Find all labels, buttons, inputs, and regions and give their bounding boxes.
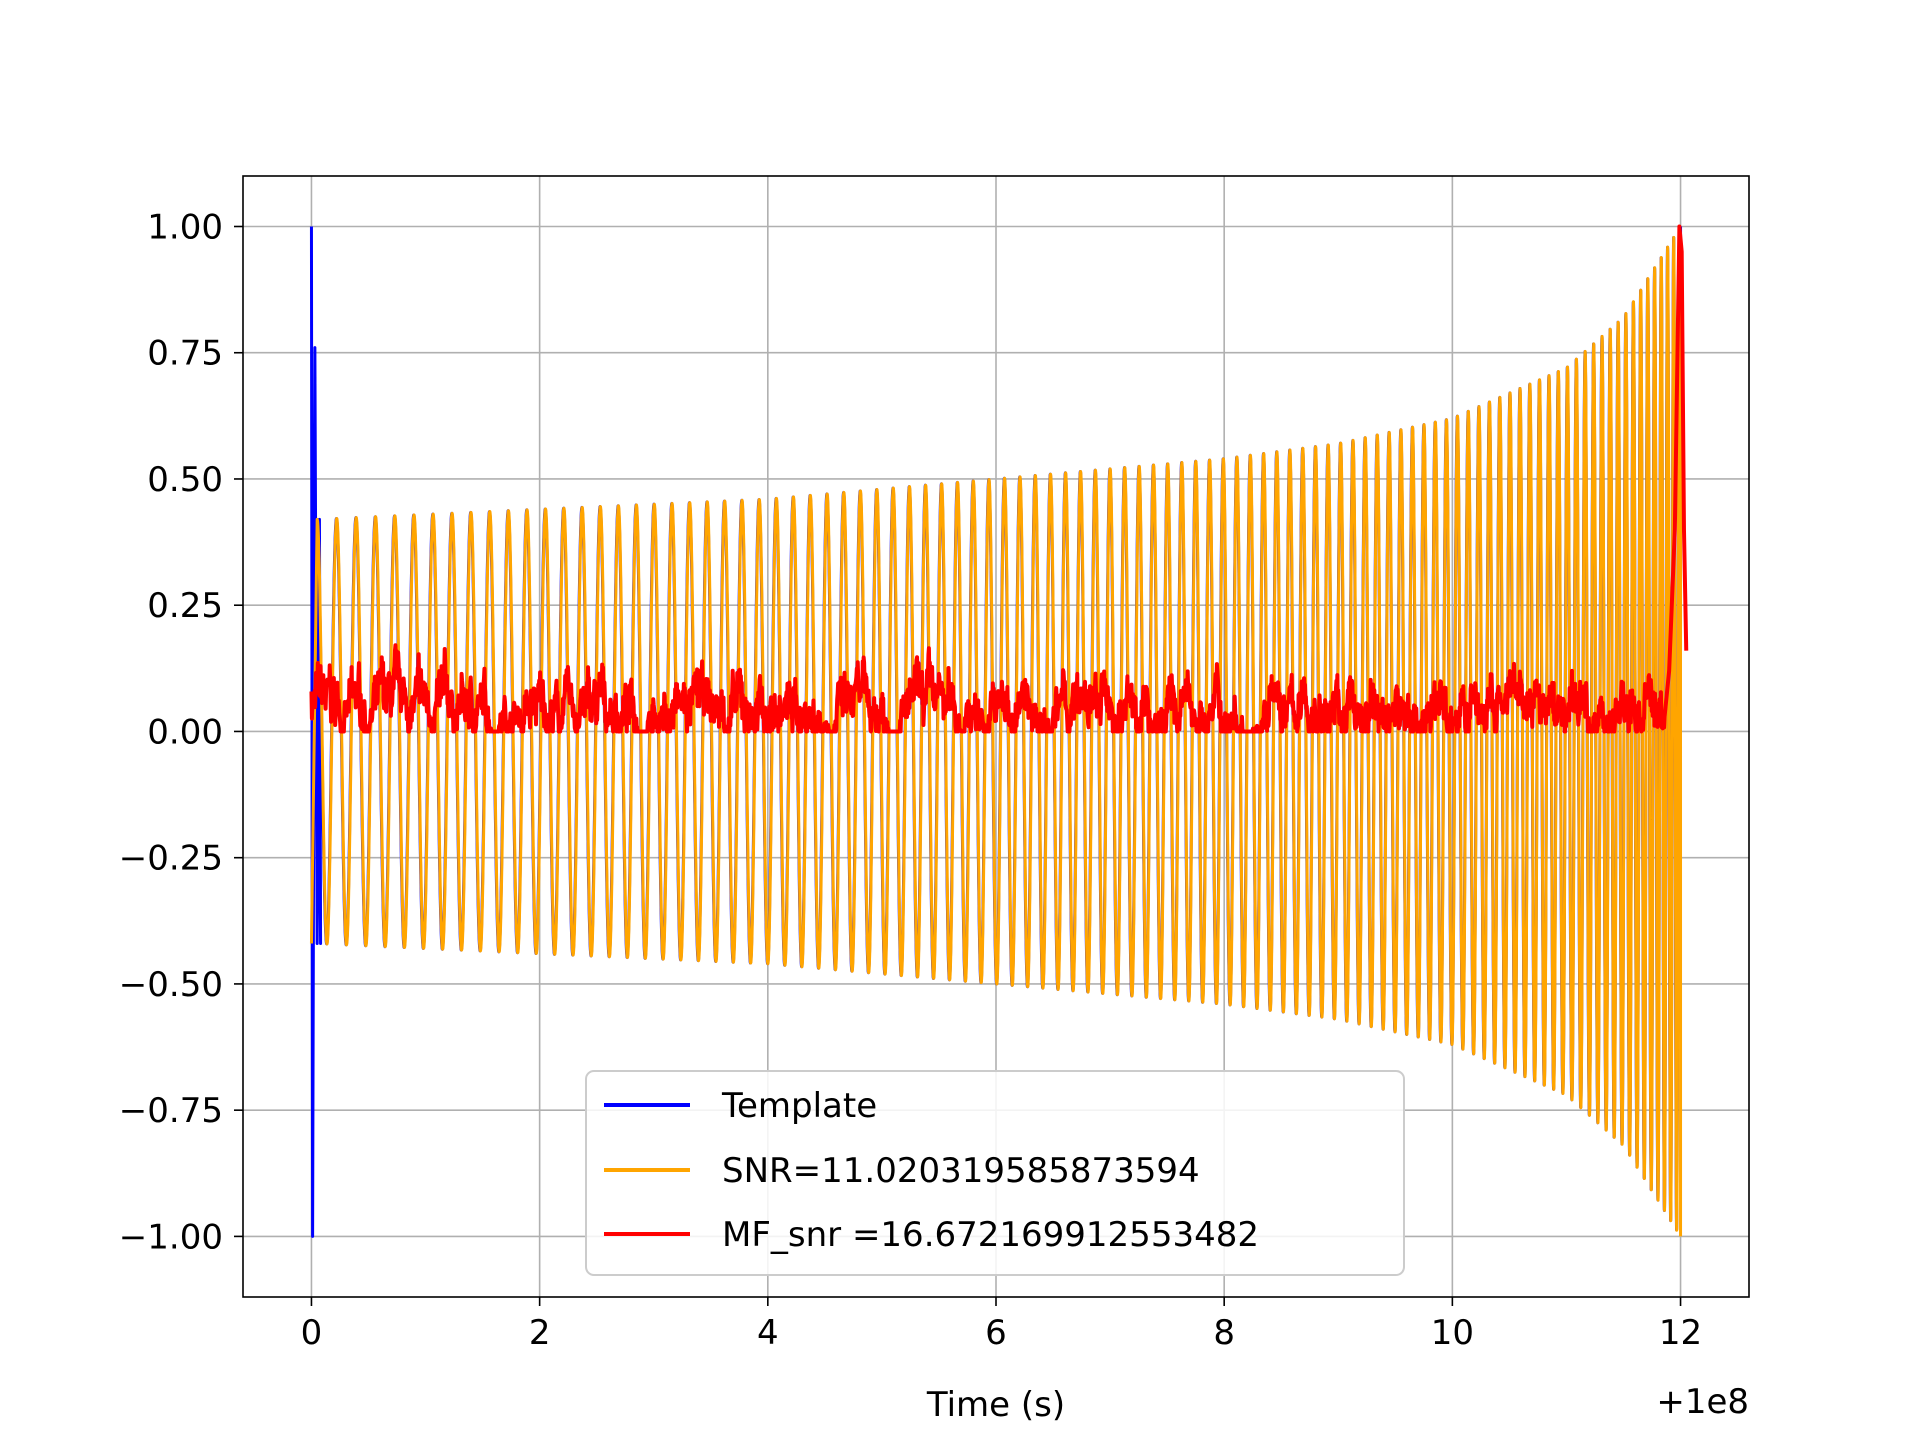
x-tick-label: 4 — [757, 1313, 779, 1353]
y-tick-label: 0.00 — [147, 712, 223, 752]
y-tick-label: −1.00 — [119, 1217, 223, 1257]
y-tick-label: −0.75 — [119, 1091, 223, 1131]
legend-label-template: Template — [721, 1086, 877, 1126]
y-tick-label: 0.25 — [147, 586, 223, 626]
legend: Template SNR=11.020319585873594 MF_snr =… — [585, 1070, 1405, 1276]
y-tick-label: −0.25 — [119, 839, 223, 879]
x-tick-label: 10 — [1431, 1313, 1474, 1353]
series-mf-snr-line — [309, 224, 1689, 734]
y-tick-label: 0.50 — [147, 460, 223, 500]
y-tick-label: 0.75 — [147, 334, 223, 374]
legend-label-snr: SNR=11.020319585873594 — [722, 1151, 1200, 1191]
y-tick-label: −0.50 — [119, 965, 223, 1005]
series-layer — [309, 224, 1689, 1238]
series-snr-line — [309, 226, 1683, 1237]
x-tick-label: 2 — [529, 1313, 551, 1353]
legend-frame — [585, 1070, 1405, 1276]
y-tick-label: 1.00 — [147, 207, 223, 247]
x-tick-label: 0 — [301, 1313, 323, 1353]
x-tick-label: 8 — [1213, 1313, 1235, 1353]
ticks: 0 2 4 6 8 10 12 1.00 0.75 0.50 0.25 0.00 −0.25 −0.50 −… — [119, 207, 1702, 1353]
x-tick-label: 6 — [985, 1313, 1007, 1353]
x-axis-label: Time (s) — [926, 1385, 1065, 1425]
legend-label-mf-snr: MF_snr =16.672169912553482 — [722, 1215, 1259, 1255]
x-offset-label: +1e8 — [1656, 1382, 1749, 1422]
x-tick-label: 12 — [1659, 1313, 1702, 1353]
